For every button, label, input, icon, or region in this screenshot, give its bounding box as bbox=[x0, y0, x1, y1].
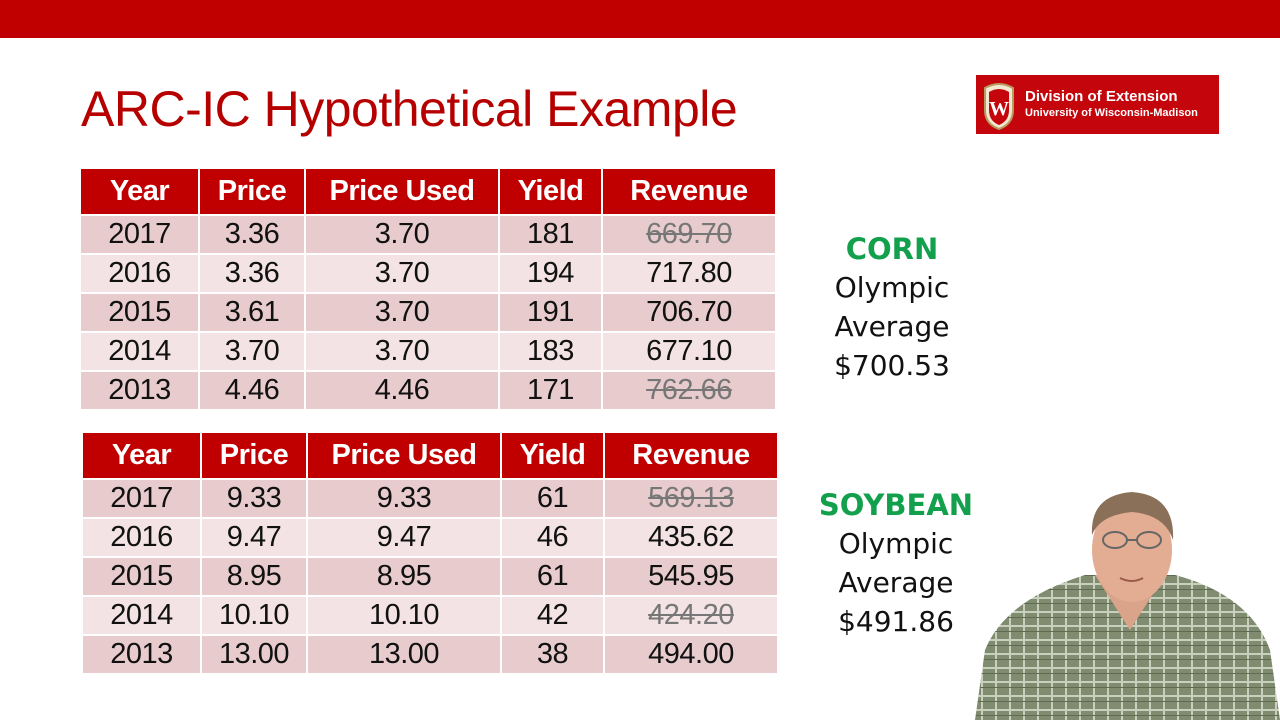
price-cell: 9.33 bbox=[202, 480, 306, 517]
table-row: 2017 3.36 3.70 181 669.70 bbox=[81, 216, 775, 253]
price-used-cell: 3.70 bbox=[306, 333, 498, 370]
yield-cell: 183 bbox=[500, 333, 601, 370]
column-header-yield: Yield bbox=[500, 169, 601, 214]
revenue-cell-excluded: 424.20 bbox=[605, 597, 777, 634]
yield-cell: 61 bbox=[502, 480, 603, 517]
year-cell: 2013 bbox=[83, 636, 200, 673]
column-header-price: Price bbox=[200, 169, 304, 214]
price-used-cell: 9.47 bbox=[308, 519, 500, 556]
price-cell: 9.47 bbox=[202, 519, 306, 556]
yield-cell: 42 bbox=[502, 597, 603, 634]
price-cell: 8.95 bbox=[202, 558, 306, 595]
table-row: 2015 8.95 8.95 61 545.95 bbox=[83, 558, 777, 595]
price-cell: 4.46 bbox=[200, 372, 304, 409]
revenue-cell-excluded: 669.70 bbox=[603, 216, 775, 253]
extension-logo: W Division of Extension University of Wi… bbox=[976, 75, 1219, 134]
column-header-year: Year bbox=[81, 169, 198, 214]
price-used-cell: 3.70 bbox=[306, 255, 498, 292]
price-cell: 3.36 bbox=[200, 255, 304, 292]
table-row: 2013 13.00 13.00 38 494.00 bbox=[83, 636, 777, 673]
price-used-cell: 13.00 bbox=[308, 636, 500, 673]
yield-cell: 61 bbox=[502, 558, 603, 595]
table-header-row: Year Price Price Used Yield Revenue bbox=[83, 433, 777, 478]
table-row: 2016 3.36 3.70 194 717.80 bbox=[81, 255, 775, 292]
price-used-cell: 3.70 bbox=[306, 294, 498, 331]
soybean-revenue-table: Year Price Price Used Yield Revenue 2017… bbox=[81, 431, 779, 675]
year-cell: 2016 bbox=[83, 519, 200, 556]
presenter-video-icon bbox=[975, 492, 1280, 720]
price-cell: 10.10 bbox=[202, 597, 306, 634]
yield-cell: 191 bbox=[500, 294, 601, 331]
column-header-year: Year bbox=[83, 433, 200, 478]
column-header-price-used: Price Used bbox=[306, 169, 498, 214]
price-cell: 3.36 bbox=[200, 216, 304, 253]
slide-title: ARC-IC Hypothetical Example bbox=[81, 81, 738, 137]
table-row: 2013 4.46 4.46 171 762.66 bbox=[81, 372, 775, 409]
revenue-cell: 435.62 bbox=[605, 519, 777, 556]
revenue-cell: 677.10 bbox=[603, 333, 775, 370]
svg-text:W: W bbox=[989, 98, 1009, 120]
price-cell: 3.61 bbox=[200, 294, 304, 331]
table-row: 2015 3.61 3.70 191 706.70 bbox=[81, 294, 775, 331]
column-header-revenue: Revenue bbox=[605, 433, 777, 478]
column-header-revenue: Revenue bbox=[603, 169, 775, 214]
revenue-cell: 494.00 bbox=[605, 636, 777, 673]
table-row: 2014 10.10 10.10 42 424.20 bbox=[83, 597, 777, 634]
crop-label: SOYBEAN bbox=[818, 488, 974, 522]
average-value: $700.53 bbox=[834, 349, 950, 382]
year-cell: 2017 bbox=[81, 216, 198, 253]
price-cell: 3.70 bbox=[200, 333, 304, 370]
yield-cell: 38 bbox=[502, 636, 603, 673]
average-value: $491.86 bbox=[838, 605, 954, 638]
yield-cell: 194 bbox=[500, 255, 601, 292]
summary-line: Olympic bbox=[834, 271, 950, 304]
summary-line: Olympic bbox=[838, 527, 954, 560]
logo-line-2: University of Wisconsin-Madison bbox=[1025, 107, 1198, 119]
price-used-cell: 9.33 bbox=[308, 480, 500, 517]
table-row: 2014 3.70 3.70 183 677.10 bbox=[81, 333, 775, 370]
year-cell: 2015 bbox=[83, 558, 200, 595]
column-header-price: Price bbox=[202, 433, 306, 478]
summary-line: Average bbox=[838, 566, 954, 599]
year-cell: 2017 bbox=[83, 480, 200, 517]
price-cell: 13.00 bbox=[202, 636, 306, 673]
price-used-cell: 8.95 bbox=[308, 558, 500, 595]
column-header-price-used: Price Used bbox=[308, 433, 500, 478]
price-used-cell: 3.70 bbox=[306, 216, 498, 253]
revenue-cell-excluded: 762.66 bbox=[603, 372, 775, 409]
year-cell: 2014 bbox=[83, 597, 200, 634]
year-cell: 2013 bbox=[81, 372, 198, 409]
price-used-cell: 4.46 bbox=[306, 372, 498, 409]
revenue-cell: 545.95 bbox=[605, 558, 777, 595]
yield-cell: 171 bbox=[500, 372, 601, 409]
corn-revenue-table: Year Price Price Used Yield Revenue 2017… bbox=[79, 167, 777, 411]
year-cell: 2015 bbox=[81, 294, 198, 331]
top-accent-bar bbox=[0, 0, 1280, 38]
crop-label: CORN bbox=[845, 232, 939, 266]
revenue-cell: 706.70 bbox=[603, 294, 775, 331]
year-cell: 2016 bbox=[81, 255, 198, 292]
table-row: 2017 9.33 9.33 61 569.13 bbox=[83, 480, 777, 517]
revenue-cell-excluded: 569.13 bbox=[605, 480, 777, 517]
year-cell: 2014 bbox=[81, 333, 198, 370]
column-header-yield: Yield bbox=[502, 433, 603, 478]
logo-line-1: Division of Extension bbox=[1025, 88, 1178, 105]
price-used-cell: 10.10 bbox=[308, 597, 500, 634]
table-row: 2016 9.47 9.47 46 435.62 bbox=[83, 519, 777, 556]
yield-cell: 181 bbox=[500, 216, 601, 253]
summary-line: Average bbox=[834, 310, 950, 343]
yield-cell: 46 bbox=[502, 519, 603, 556]
revenue-cell: 717.80 bbox=[603, 255, 775, 292]
uw-crest-icon: W bbox=[984, 82, 1014, 130]
table-header-row: Year Price Price Used Yield Revenue bbox=[81, 169, 775, 214]
corn-olympic-average: CORN Olympic Average $700.53 bbox=[812, 230, 972, 385]
soybean-olympic-average: SOYBEAN Olympic Average $491.86 bbox=[808, 486, 984, 641]
